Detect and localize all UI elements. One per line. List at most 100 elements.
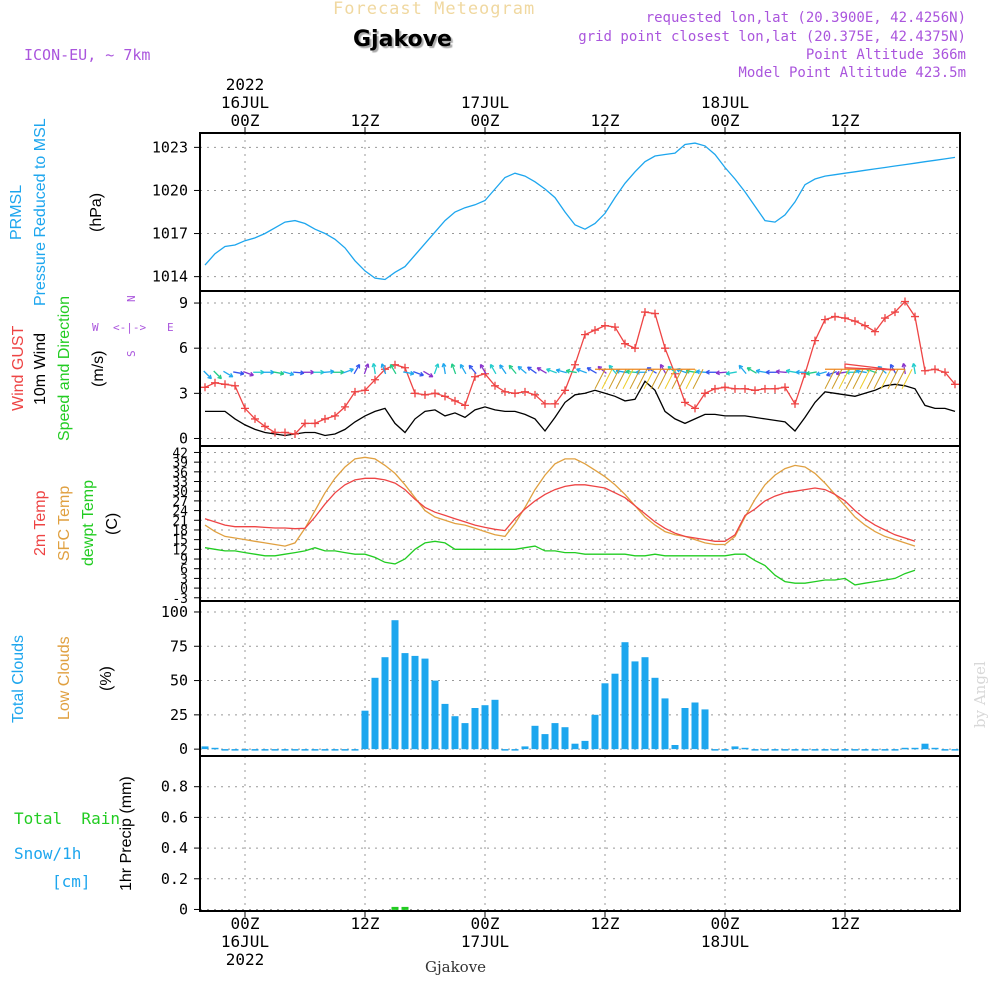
wind-arrow [775,370,787,374]
cloud-bar [271,749,279,751]
cloud-bar [581,740,589,750]
wind-arrow-head [479,363,485,369]
wind-arrow [726,371,737,375]
temp-ytick-label: 9 [180,553,188,568]
top-time-label: 16JUL [221,93,269,112]
clouds-ytick-label: 0 [179,740,188,758]
cloud-bar [371,677,379,750]
wind-arrow [468,364,477,375]
pressure-ytick-label: 1023 [152,138,188,156]
cloud-bar [681,708,689,750]
wind-arrow [527,366,537,374]
wind10m-line [205,380,956,437]
wind-arrow-head [355,363,361,369]
wind-arrow-head [755,368,761,374]
gust-marker [931,365,939,374]
wind-arrow [423,370,434,378]
gust-marker [711,384,719,393]
gust-barb [824,369,836,390]
wind-arrow [323,370,335,374]
clouds-grid: 0 25 50 75 100 [161,601,960,758]
wind-arrow [836,371,847,375]
gust-marker [641,308,649,317]
gust-marker [341,402,349,411]
cloud-bar [881,749,889,751]
cloud-bar [451,716,459,750]
top-time-label: 12Z [831,111,860,130]
cloud-bar [811,749,819,751]
temp-ytick-label: 6 [180,563,188,578]
wind-arrow-head [279,370,285,376]
gust-marker [581,330,589,339]
wind-arrow-head [217,374,222,380]
wind-arrow-head [371,362,377,368]
gust-marker [461,401,469,410]
gust-marker [831,312,839,321]
clouds-axis-label: Total Clouds [10,634,27,723]
wind-arrow [546,368,557,374]
wind-arrow-head [389,363,395,369]
cloud-bar [641,657,649,750]
gust-marker [941,368,949,377]
gust-marker [911,312,919,321]
temp-ytick-label: 39 [172,456,188,471]
cloud-bar [541,734,549,750]
compass-west: W [92,321,99,334]
wind-arrow [556,369,567,374]
wind-arrow-head [517,365,523,371]
cloud-bar [471,708,479,750]
gust-marker [651,309,659,318]
cloud-bar [851,749,859,751]
gust-barb [671,369,683,390]
footer-location: Gjakove [425,958,487,976]
cloud-bar [261,749,269,751]
clouds-ytick-label: 100 [161,603,188,621]
cloud-bar [281,749,289,751]
precip-ytick-label: 0 [179,900,188,918]
cloud-bar [591,714,599,750]
gridpoint-coords: grid point closest lon,lat (20.375E, 42.… [578,29,966,45]
gust-barb [894,369,906,390]
gust-marker [551,399,559,408]
temp-ytick-label: 27 [172,495,188,510]
gust-barb [664,369,676,390]
gust-marker [521,387,529,396]
wind-arrow [489,364,497,375]
pressure-frame [199,132,961,292]
gust-marker [291,429,299,438]
cloud-bar [871,749,879,751]
wind-arrow [403,371,414,375]
wind-arrow [293,371,305,374]
cloud-bar [891,749,899,751]
wind-arrow-head [489,363,495,369]
wind-arrow [372,363,376,375]
wind-arrow-head [746,367,752,372]
temp-ytick-label: 21 [172,514,188,529]
gust-marker [431,389,439,398]
gust-marker [271,428,279,437]
gust-marker [401,363,409,372]
cloud-bar [611,673,619,750]
gust-line [204,300,956,435]
top-time-label: 17JUL [461,93,509,112]
gust-barb [866,369,878,390]
wind-arrow-head [441,362,447,368]
wind-arrow-head [228,373,234,378]
gust-marker [791,399,799,408]
wind-arrow [536,367,547,374]
cloud-bar [661,698,669,750]
gust-barb [873,369,885,390]
gust-marker [211,378,219,387]
wind-arrow [826,371,837,376]
cloud-bar [731,746,739,750]
cloud-bar [761,749,769,751]
cloud-bar [911,747,919,750]
precip-legend-label: Total Rain [14,809,120,828]
wind-arrow [451,363,457,375]
wind-ytick-label: 3 [179,384,188,402]
cloud-bar [401,653,409,750]
wind-arrow [715,371,727,374]
gust-marker [441,392,449,401]
gust-marker [841,314,849,323]
gust-marker [541,399,549,408]
